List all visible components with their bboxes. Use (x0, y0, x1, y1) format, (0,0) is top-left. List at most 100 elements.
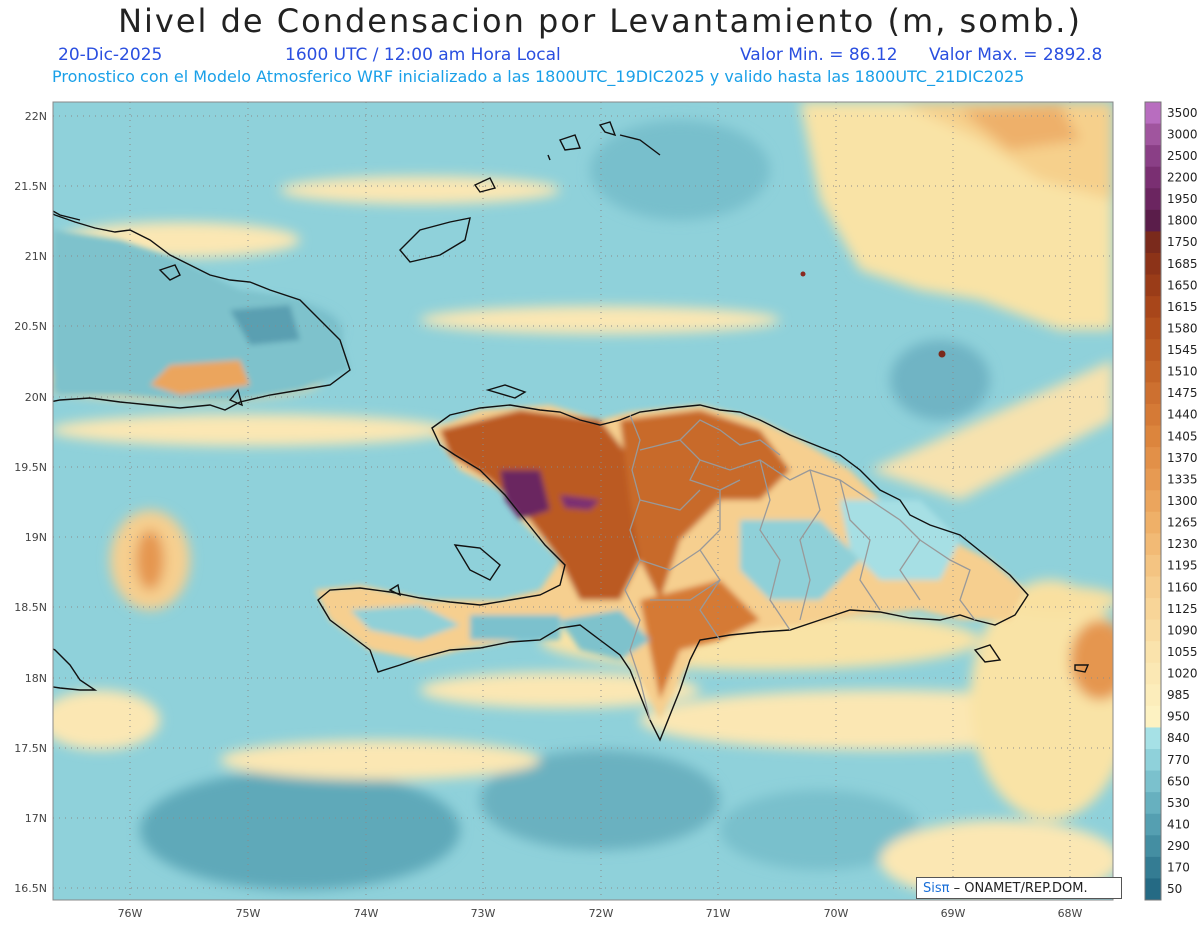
hispaniola-coast (317, 404, 1029, 742)
colorbar-swatch (1145, 403, 1161, 427)
colorbar-swatch (1145, 252, 1161, 276)
hispaniola-shading (315, 405, 1025, 720)
colorbar-label: 1055 (1167, 645, 1198, 659)
colorbar-label: 1750 (1167, 235, 1198, 249)
colorbar-label: 1265 (1167, 516, 1198, 530)
lon-label: 71W (706, 907, 731, 920)
colorbar-label: 170 (1167, 861, 1190, 875)
lon-label: 70W (824, 907, 849, 920)
colorbar-swatch (1145, 576, 1161, 599)
colorbar-label: 410 (1167, 818, 1190, 832)
lon-label: 73W (471, 907, 496, 920)
colorbar-label: 50 (1167, 882, 1182, 896)
colorbar-swatch (1145, 490, 1161, 513)
colorbar-label: 2200 (1167, 170, 1198, 184)
colorbar-frame (1144, 101, 1162, 901)
colorbar-label: 3000 (1167, 127, 1198, 141)
marker-dot (800, 271, 806, 277)
lcl-shading (53, 102, 1113, 900)
lon-label: 68W (1058, 907, 1083, 920)
credit-text: – ONAMET/REP.DOM. (953, 881, 1088, 896)
colorbar-label: 1475 (1167, 386, 1198, 400)
lat-label: 19.5N (14, 461, 47, 474)
longitude-labels: 76W 75W 74W 73W 72W 71W 70W 69W 68W (118, 907, 1083, 920)
colorbar-label: 1370 (1167, 451, 1198, 465)
colorbar-swatch (1145, 792, 1161, 815)
colorbar-swatch (1145, 209, 1161, 232)
colorbar-label: 1125 (1167, 602, 1198, 616)
forecast-time: 1600 UTC / 12:00 am Hora Local (285, 45, 561, 65)
colorbar-swatch (1145, 684, 1161, 707)
lon-label: 69W (941, 907, 966, 920)
colorbar-swatch (1145, 231, 1161, 254)
colorbar-label: 650 (1167, 774, 1190, 788)
colorbar-label: 3500 (1167, 106, 1198, 120)
colorbar-swatch (1145, 188, 1161, 211)
colorbar-swatch (1145, 813, 1161, 836)
colorbar-swatch (1145, 835, 1161, 858)
sispi-logo: Sisπ (923, 881, 950, 896)
colorbar-label: 1545 (1167, 343, 1198, 357)
coastlines (53, 121, 1090, 742)
colorbar-swatch (1145, 749, 1161, 772)
colorbar-swatch (1145, 533, 1161, 556)
colorbar-label: 1090 (1167, 623, 1198, 637)
max-value: Valor Max. = 2892.8 (929, 45, 1103, 65)
colorbar-swatch (1145, 598, 1161, 621)
colorbar: 3500 3000 2500 2200 1950 1800 1750 1685 1650 1615… (1144, 101, 1198, 901)
colorbar-label: 1405 (1167, 429, 1198, 443)
colorbar-swatch (1145, 878, 1161, 901)
lat-label: 21N (25, 250, 47, 263)
colorbar-swatch (1145, 662, 1161, 685)
lat-label: 18N (25, 672, 47, 685)
lon-label: 75W (236, 907, 261, 920)
lon-label: 74W (354, 907, 379, 920)
colorbar-swatch (1145, 856, 1161, 879)
colorbar-swatch (1145, 166, 1161, 189)
lat-label: 22N (25, 110, 47, 123)
model-description: Pronostico con el Modelo Atmosferico WRF… (52, 67, 1025, 86)
lat-label: 21.5N (14, 180, 47, 193)
colorbar-swatch (1145, 770, 1161, 793)
colorbar-label: 985 (1167, 688, 1190, 702)
colorbar-swatch (1145, 511, 1161, 534)
colorbar-label: 1510 (1167, 365, 1198, 379)
colorbar-label: 1650 (1167, 278, 1198, 292)
forecast-date: 20-Dic-2025 (58, 45, 163, 65)
colorbar-label: 1020 (1167, 667, 1198, 681)
lat-label: 20.5N (14, 320, 47, 333)
latitude-labels: 22N 21.5N 21N 20.5N 20N 19.5N 19N 18.5N … (14, 110, 47, 895)
colorbar-label: 1230 (1167, 537, 1198, 551)
lat-label: 17.5N (14, 742, 47, 755)
colorbar-label: 1300 (1167, 494, 1198, 508)
graticule (53, 102, 1113, 900)
colorbar-swatch (1145, 727, 1161, 750)
lat-label: 20N (25, 391, 47, 404)
colorbar-swatch (1145, 123, 1161, 146)
colorbar-label: 770 (1167, 753, 1190, 767)
province-boundaries (624, 414, 976, 721)
colorbar-label: 1950 (1167, 192, 1198, 206)
colorbar-label: 1195 (1167, 559, 1198, 573)
map-frame (52, 101, 1114, 901)
colorbar-label: 1580 (1167, 321, 1198, 335)
lat-label: 16.5N (14, 882, 47, 895)
colorbar-swatch (1145, 619, 1161, 642)
colorbar-label: 950 (1167, 710, 1190, 724)
colorbar-swatch (1145, 317, 1161, 340)
colorbar-label: 2500 (1167, 149, 1198, 163)
min-value: Valor Min. = 86.12 (740, 45, 898, 65)
lat-label: 17N (25, 812, 47, 825)
map-title: Nivel de Condensacion por Levantamiento … (118, 2, 1082, 40)
colorbar-label: 1160 (1167, 580, 1198, 594)
colorbar-swatch (1145, 425, 1161, 448)
cuba-coast (53, 213, 351, 411)
lat-label: 18.5N (14, 601, 47, 614)
colorbar-label: 1615 (1167, 300, 1198, 314)
lat-label: 19N (25, 531, 47, 544)
colorbar-label: 1440 (1167, 408, 1198, 422)
colorbar-swatch (1145, 102, 1161, 125)
colorbar-swatch (1145, 339, 1161, 362)
credit-box: Sisπ – ONAMET/REP.DOM. (916, 877, 1122, 899)
